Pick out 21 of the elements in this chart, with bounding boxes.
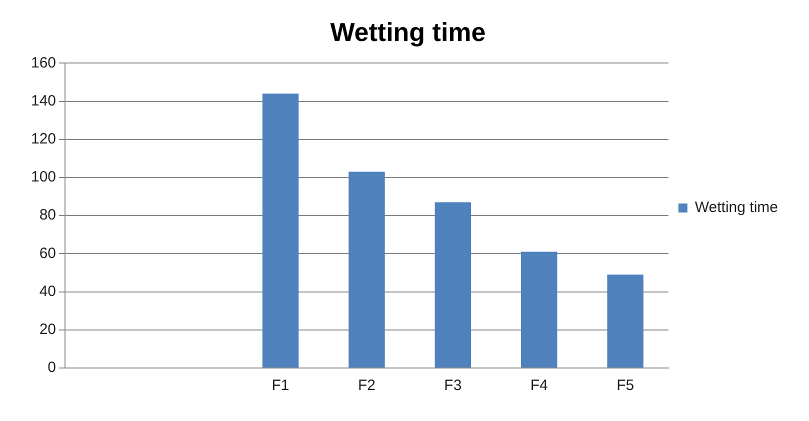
x-tick-label: F1 [272,377,290,394]
y-tick-label: 0 [48,359,56,376]
y-tick-label: 120 [30,130,56,148]
legend-label: Wetting time [694,199,778,216]
y-tick-label: 80 [39,206,56,224]
y-tick-label: 160 [30,54,56,72]
chart-title: Wetting time [330,16,486,47]
x-tick-label: F2 [358,377,376,394]
bar [607,274,644,368]
bar [348,172,385,368]
x-tick-label: F4 [530,377,548,394]
bar [434,202,472,368]
y-tick-label: 140 [30,92,56,110]
x-tick-label: F3 [444,377,462,394]
bar [262,94,299,368]
y-tick-label: 40 [39,282,56,300]
y-tick-label: 60 [39,244,56,262]
y-tick-label: 20 [39,321,56,338]
y-tick-label: 100 [30,168,56,186]
bar [521,252,558,368]
x-tick-label: F5 [616,377,634,394]
